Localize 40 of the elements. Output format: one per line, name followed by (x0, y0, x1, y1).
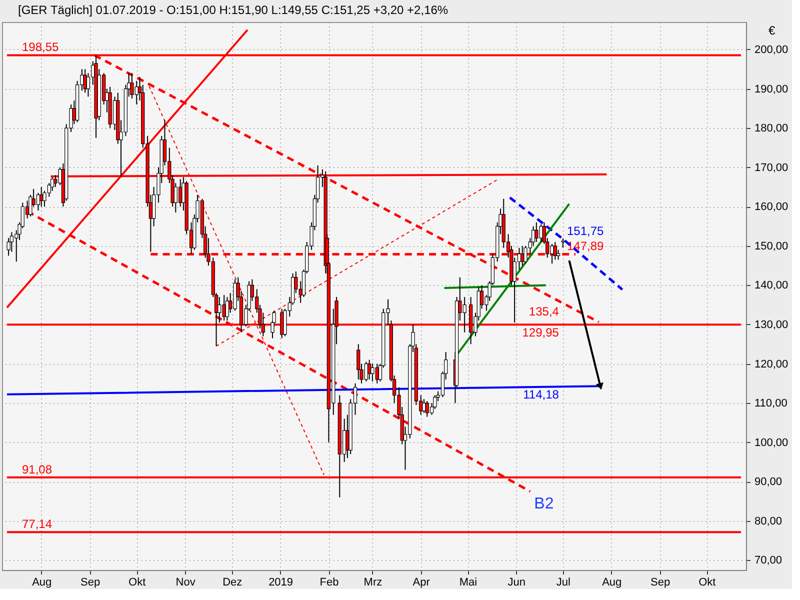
y-tick-label: 190,00 (754, 83, 788, 96)
x-tick-label: Jul (556, 576, 570, 588)
y-tick-label: 160,00 (754, 201, 788, 214)
x-tick-label: Aug (602, 576, 622, 588)
chart-title: [GER Täglich] 01.07.2019 - O:151,00 H:151,90 L:149,55 C:151,25 +3,20 +2,16% (18, 3, 448, 17)
x-tick-label: 2019 (268, 576, 294, 588)
y-tick-label: 80,00 (754, 515, 782, 528)
data-label: 135,4 (528, 304, 560, 318)
data-label: 151,75 (566, 224, 604, 238)
data-label: 147,89 (566, 239, 604, 254)
data-label: 114,18 (523, 388, 560, 402)
y-tick-label: 100,00 (754, 436, 788, 449)
data-label: 129,95 (522, 326, 560, 340)
x-tick-label: Aug (32, 576, 52, 588)
y-tick-label: 90,00 (754, 476, 782, 488)
y-axis-title: € (768, 24, 776, 38)
ref-line-label: 91,08 (22, 462, 52, 476)
x-tick-label: Mai (459, 576, 478, 588)
y-tick-label: 150,00 (754, 240, 788, 252)
x-tick-label: Apr (412, 576, 430, 588)
series-label: B2 (534, 495, 554, 512)
ref-line-label: 77,14 (22, 517, 52, 532)
x-tick-label: Jun (508, 576, 526, 588)
x-tick-label: Dez (222, 576, 242, 588)
y-tick-label: 200,00 (754, 44, 788, 56)
y-tick-label: 110,00 (754, 398, 788, 410)
y-tick-label: 140,00 (754, 280, 788, 292)
y-tick-label: 70,00 (754, 554, 782, 567)
x-tick-label: Sep (80, 576, 100, 588)
x-tick-label: Mrz (364, 576, 382, 588)
x-tick-label: Okt (128, 576, 146, 588)
y-tick-label: 170,00 (754, 162, 788, 174)
x-tick-label: Feb (320, 576, 339, 588)
ref-line-label: 198,55 (22, 40, 60, 54)
x-tick-label: Sep (650, 576, 670, 588)
x-tick-label: Nov (176, 576, 196, 588)
y-tick-label: 120,00 (754, 358, 788, 370)
y-tick-label: 130,00 (754, 318, 788, 331)
y-tick-label: 180,00 (754, 122, 788, 135)
x-tick-label: Okt (698, 576, 716, 588)
